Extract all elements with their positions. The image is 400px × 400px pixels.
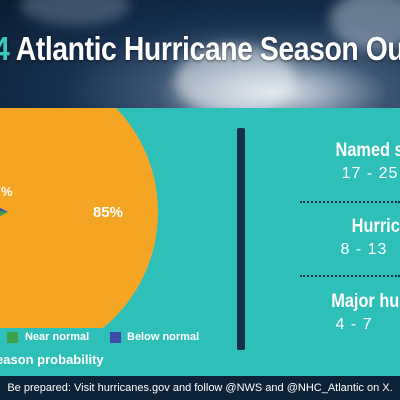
pie-chart: 85%%	[0, 108, 158, 328]
named-storms-label: Named sto	[335, 140, 400, 161]
major-hurricanes-label: Major hurri	[331, 291, 400, 312]
stat-major-hurricanes: Major hurri 4 - 7	[300, 291, 400, 334]
hurricanes-value: 8 - 13	[340, 241, 388, 258]
pie-slice-near-normal	[0, 210, 8, 217]
divider-bar	[237, 128, 245, 350]
stat-named-storms: Named sto 17 - 25	[300, 140, 400, 183]
header-banner: 4 Atlantic Hurricane Season Ou	[0, 0, 400, 108]
legend-label-below-normal: Below normal	[127, 331, 200, 343]
pie-label-above-normal: 85%	[93, 204, 123, 221]
major-hurricanes-value: 4 - 7	[335, 316, 373, 333]
chart-caption: eason probability	[0, 352, 104, 367]
pie-label-near-normal: %	[1, 184, 13, 199]
divider-dots	[300, 201, 400, 203]
legend-swatch-near-normal	[7, 332, 18, 343]
content-panel: 85%% Named sto 17 - 25 Hurrican 8 - 13 M…	[0, 108, 400, 376]
pie-slice-above-normal	[0, 108, 158, 328]
hurricanes-label: Hurrican	[351, 216, 400, 237]
stat-hurricanes: Hurrican 8 - 13	[300, 216, 400, 259]
named-storms-value: 17 - 25	[341, 165, 399, 182]
legend-swatch-below-normal	[110, 332, 121, 343]
page-title: 4 Atlantic Hurricane Season Ou	[0, 30, 400, 67]
legend-label-near-normal: Near normal	[25, 331, 90, 343]
divider-dots	[300, 275, 400, 277]
footer-text: Be prepared: Visit hurricanes.gov and fo…	[0, 376, 400, 400]
